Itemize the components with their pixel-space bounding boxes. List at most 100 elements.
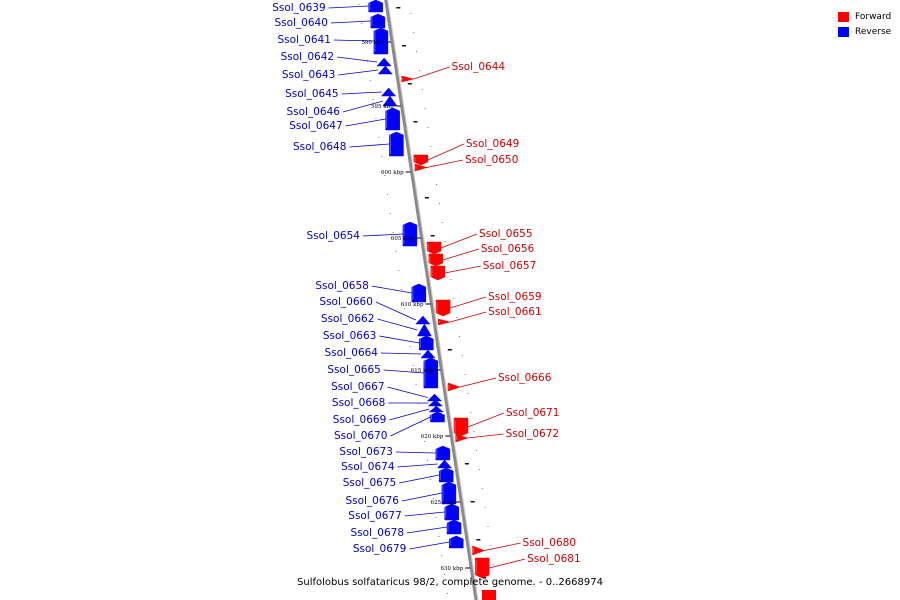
gene-feature-partial xyxy=(482,590,496,600)
scale-label: 615 kbp xyxy=(411,368,434,374)
gene-label-ssol-0679: Ssol_0679 xyxy=(353,543,406,555)
gene-label-ssol-0639: Ssol_0639 xyxy=(272,2,325,14)
leader-ssol-0655 xyxy=(440,233,478,249)
track-dot xyxy=(447,260,449,261)
track-dot xyxy=(476,450,478,451)
track-tick xyxy=(447,349,452,351)
track-dot xyxy=(364,42,366,43)
leader-ssol-0679 xyxy=(409,541,450,550)
scale-label: 610 kbp xyxy=(401,302,424,308)
gene-feature-ssol-0656 xyxy=(428,253,444,267)
gene-feature-ssol-0668 xyxy=(427,399,444,407)
gene-feature-ssol-0673 xyxy=(435,445,451,461)
track-dot xyxy=(430,146,432,147)
track-dot xyxy=(493,564,495,565)
gene-label-ssol-0646: Ssol_0646 xyxy=(286,106,340,118)
gene-label-ssol-0659: Ssol_0659 xyxy=(488,291,541,303)
reverse-swatch xyxy=(838,26,849,37)
track-tick xyxy=(464,463,469,465)
track-dot xyxy=(450,279,452,280)
leader-ssol-0646 xyxy=(342,100,384,113)
track-dot xyxy=(416,51,418,52)
leader-ssol-0641 xyxy=(333,39,374,42)
scale-label: 590 kbp xyxy=(361,40,384,46)
gene-label-ssol-0680: Ssol_0680 xyxy=(523,537,576,549)
gene-feature-ssol-0646 xyxy=(382,95,398,107)
gene-feature-ssol-0648 xyxy=(389,131,404,157)
track-tick xyxy=(424,197,429,199)
gene-label-ssol-0644: Ssol_0644 xyxy=(452,61,506,73)
gene-feature-ssol-0647 xyxy=(385,107,400,131)
leader-ssol-0660 xyxy=(375,301,417,321)
legend-forward: Forward xyxy=(838,9,891,24)
track-tick xyxy=(482,577,487,579)
track-dot xyxy=(410,13,412,14)
gene-feature-ssol-0667 xyxy=(426,393,443,402)
scale-label: 595 kbp xyxy=(371,104,394,110)
gene-feature-ssol-0677 xyxy=(444,503,460,521)
track-dot xyxy=(429,479,431,480)
leader-ssol-0648 xyxy=(349,143,390,148)
track-dot xyxy=(484,507,486,508)
leader-ssol-0661 xyxy=(450,311,487,323)
genome-backbone-shade xyxy=(387,0,479,600)
track-dot xyxy=(487,526,489,527)
gene-feature-ssol-0674 xyxy=(436,459,453,469)
track-dot xyxy=(444,574,446,575)
track-dot xyxy=(435,517,437,518)
track-dot xyxy=(436,184,438,185)
track-dot xyxy=(378,137,380,138)
leader-ssol-0671 xyxy=(467,412,505,428)
gene-feature-ssol-0671 xyxy=(453,417,469,437)
leader-ssol-0669 xyxy=(389,408,430,421)
track-dot xyxy=(369,80,371,81)
track-dot xyxy=(384,175,386,176)
track-dot xyxy=(398,270,400,271)
gene-label-ssol-0661: Ssol_0661 xyxy=(488,306,541,318)
track-tick xyxy=(476,539,481,541)
track-dot xyxy=(372,99,374,100)
leader-ssol-0672 xyxy=(467,433,504,439)
leader-ssol-0677 xyxy=(404,511,445,517)
label-leaders xyxy=(328,5,526,569)
leader-ssol-0678 xyxy=(406,526,448,534)
track-dot xyxy=(433,165,435,166)
gene-feature-ssol-0649 xyxy=(413,154,429,166)
track-dot xyxy=(441,555,443,556)
gene-feature-ssol-0670 xyxy=(430,411,445,423)
gene-feature-ssol-0662 xyxy=(416,323,432,337)
track-dot xyxy=(413,32,415,33)
scale-label: 600 kbp xyxy=(381,170,404,176)
track-dot xyxy=(389,213,391,214)
track-dot xyxy=(421,422,423,423)
gene-feature-ssol-0675 xyxy=(438,467,454,483)
gene-label-ssol-0665: Ssol_0665 xyxy=(327,364,380,376)
track-dot xyxy=(415,384,417,385)
leader-ssol-0673 xyxy=(395,451,436,454)
leader-ssol-0664 xyxy=(380,352,422,355)
leader-ssol-0680 xyxy=(484,542,521,551)
gene-label-ssol-0648: Ssol_0648 xyxy=(293,141,346,153)
gene-feature-ssol-0640 xyxy=(370,13,386,29)
track-dot xyxy=(438,203,440,204)
track-dot xyxy=(438,536,440,537)
gene-features xyxy=(368,0,496,600)
track-tick xyxy=(430,235,435,237)
legend-forward-label: Forward xyxy=(855,11,892,22)
gene-label-ssol-0670: Ssol_0670 xyxy=(334,430,387,442)
track-dot xyxy=(464,374,466,375)
track-dot xyxy=(401,289,403,290)
gene-label-ssol-0664: Ssol_0664 xyxy=(325,347,379,359)
gene-feature-ssol-0665 xyxy=(423,357,439,389)
scale-label: 605 kbp xyxy=(391,236,414,242)
genome-backbone xyxy=(384,0,478,600)
track-dot xyxy=(386,194,388,195)
leader-ssol-0662 xyxy=(377,318,418,331)
track-dot xyxy=(421,89,423,90)
gene-feature-ssol-0639 xyxy=(368,0,383,13)
leader-ssol-0650 xyxy=(426,159,464,168)
gene-label-ssol-0641: Ssol_0641 xyxy=(277,34,330,46)
track-dot xyxy=(478,469,480,470)
leader-ssol-0658 xyxy=(371,285,412,294)
track-dot xyxy=(426,460,428,461)
